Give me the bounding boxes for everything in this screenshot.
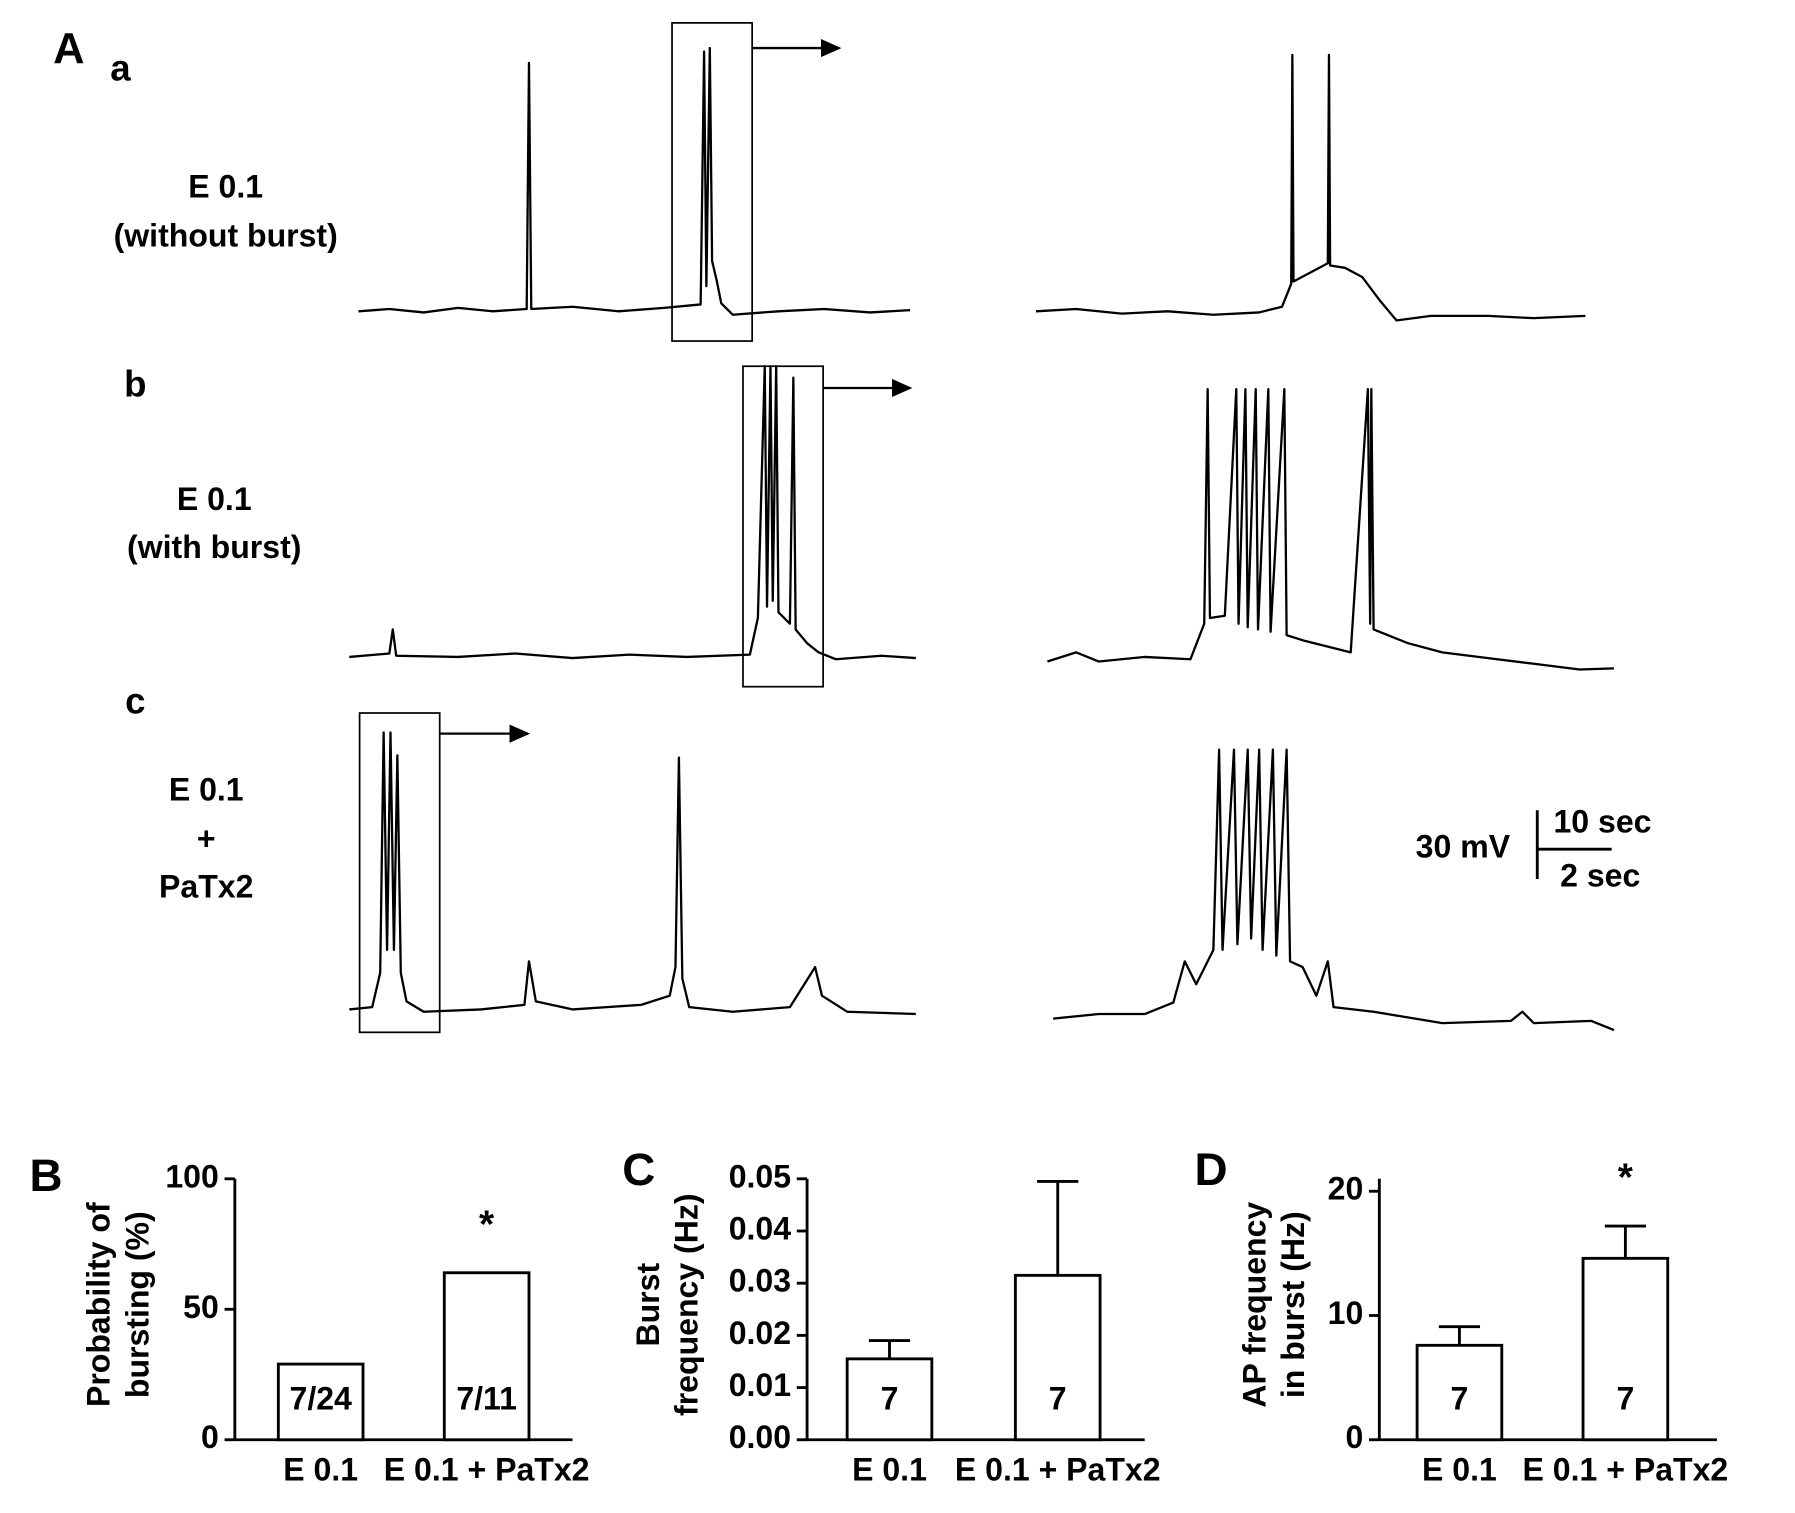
- x-tick-label: E 0.1 + PaTx2: [384, 1451, 590, 1487]
- x-tick-label: E 0.1: [852, 1451, 927, 1487]
- trace: [358, 46, 911, 316]
- y-axis-label: Probability of: [80, 1202, 116, 1407]
- y-tick-label: 0.00: [729, 1419, 791, 1455]
- condition-label: E 0.1: [169, 771, 244, 807]
- x-tick-label: E 0.1 + PaTx2: [955, 1451, 1161, 1487]
- condition-label: E 0.1: [188, 168, 263, 204]
- zoom-box: [358, 712, 441, 1034]
- n-label: 7/11: [456, 1380, 517, 1416]
- condition-label: E 0.1: [177, 481, 252, 517]
- zoom-box: [671, 22, 754, 342]
- y-axis-label: bursting (%): [119, 1211, 155, 1398]
- trace: [1035, 53, 1586, 322]
- row-label: a: [110, 48, 131, 89]
- condition-label: (with burst): [127, 529, 301, 565]
- y-axis-label: AP frequency: [1236, 1202, 1272, 1408]
- x-tick-label: E 0.1: [283, 1451, 358, 1487]
- bar: [276, 1362, 365, 1442]
- bar: [1581, 1256, 1670, 1442]
- condition-label: PaTx2: [159, 869, 253, 905]
- panel-label: B: [29, 1150, 62, 1201]
- bar: [1415, 1343, 1504, 1442]
- condition-label: (without burst): [114, 218, 338, 254]
- n-label: 7/24: [290, 1380, 353, 1416]
- panel-label: A: [53, 25, 84, 73]
- y-tick-label: 0.05: [729, 1158, 791, 1194]
- x-tick-label: E 0.1: [1422, 1451, 1497, 1487]
- y-tick-label: 50: [183, 1289, 219, 1325]
- y-tick-label: 0: [1345, 1419, 1363, 1455]
- bar: [442, 1271, 531, 1442]
- trace: [349, 731, 916, 1016]
- y-tick-label: 10: [1328, 1295, 1364, 1331]
- significance: *: [1618, 1157, 1634, 1200]
- y-tick-label: 100: [165, 1158, 218, 1194]
- panel-a: A a E 0.1 (without burst) b E 0.1 (with …: [53, 22, 1652, 1034]
- y-axis-label: Burst: [630, 1263, 666, 1347]
- y-tick-label: 0.01: [729, 1367, 791, 1403]
- scale-label: 30 mV: [1416, 829, 1511, 865]
- scale-label: 10 sec: [1554, 803, 1652, 839]
- significance: *: [479, 1203, 495, 1246]
- trace: [1053, 748, 1615, 1032]
- panel-label: D: [1195, 1144, 1228, 1195]
- n-label: 7: [1049, 1380, 1067, 1416]
- y-tick-label: 0.04: [729, 1210, 792, 1246]
- x-tick-label: E 0.1 + PaTx2: [1523, 1451, 1729, 1487]
- row-label: c: [125, 681, 145, 722]
- y-axis-label: frequency (Hz): [669, 1193, 705, 1415]
- y-axis-label: in burst (Hz): [1275, 1211, 1311, 1398]
- trace: [349, 365, 916, 661]
- n-label: 7: [881, 1380, 899, 1416]
- trace: [1047, 387, 1614, 671]
- n-label: 7: [1451, 1380, 1469, 1416]
- row-label: b: [124, 364, 146, 405]
- n-label: 7: [1616, 1380, 1634, 1416]
- scale-label: 2 sec: [1560, 857, 1640, 893]
- y-tick-label: 20: [1328, 1171, 1364, 1207]
- y-tick-label: 0.02: [729, 1315, 791, 1351]
- y-tick-label: 0.03: [729, 1263, 791, 1299]
- bar: [1013, 1273, 1102, 1442]
- panel-label: C: [622, 1144, 655, 1195]
- bar: [845, 1357, 934, 1442]
- zoom-box: [742, 365, 824, 688]
- y-tick-label: 0: [201, 1419, 219, 1455]
- condition-label: +: [197, 821, 216, 857]
